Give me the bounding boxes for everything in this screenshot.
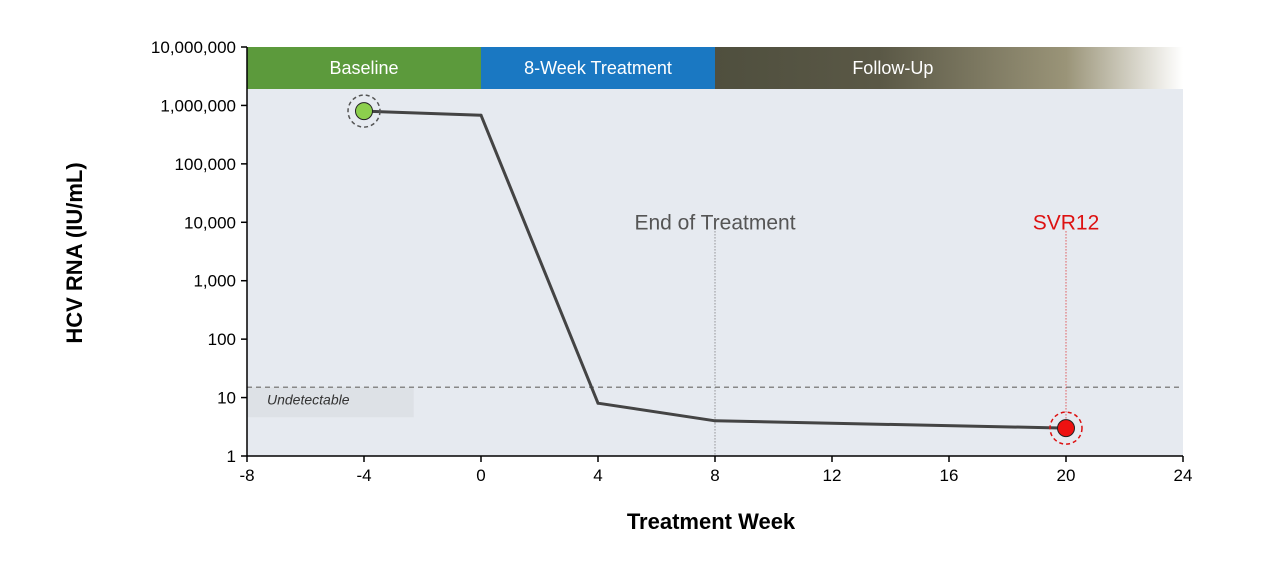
phase-bands: Baseline 8-Week Treatment Follow-Up: [247, 47, 1183, 89]
x-tick-label-7: 20: [1057, 466, 1076, 485]
y-tick-label-1: 10: [217, 389, 236, 408]
data-point-3: [713, 419, 717, 423]
marker-ring-1: [1049, 411, 1083, 445]
end-of-treatment-label: End of Treatment: [634, 211, 795, 234]
x-tick-label-1: -4: [356, 466, 371, 485]
reference-lines: [714, 231, 1067, 456]
x-tick-label-0: -8: [239, 466, 254, 485]
y-axis-title: HCV RNA (IU/mL): [62, 162, 87, 343]
phase-band-2: [715, 47, 1183, 89]
undetectable-zone: Undetectable: [247, 386, 1183, 418]
phase-band-1: [481, 47, 715, 89]
y-tick-label-5: 100,000: [175, 155, 236, 174]
annotation-group: End of Treatment SVR12: [634, 211, 1099, 234]
marker-ring-0: [347, 94, 381, 128]
x-tick-label-2: 0: [476, 466, 485, 485]
y-tick-label-0: 1: [227, 447, 236, 466]
marker-dot-1: [1057, 419, 1075, 438]
x-tick-label-5: 12: [823, 466, 842, 485]
phase-label-2: Follow-Up: [852, 58, 933, 78]
y-tick-label-2: 100: [208, 330, 236, 349]
undetectable-label: Undetectable: [267, 392, 350, 408]
phase-label-0: Baseline: [329, 58, 398, 78]
x-tick-label-3: 4: [593, 466, 602, 485]
marker-group: [347, 94, 1083, 445]
data-point-1: [479, 113, 483, 117]
y-tick-label-3: 1,000: [193, 272, 236, 291]
phase-band-0: [247, 47, 481, 89]
phase-label-1: 8-Week Treatment: [524, 58, 672, 78]
x-tick-label-4: 8: [710, 466, 719, 485]
y-tick-label-6: 1,000,000: [160, 96, 236, 115]
x-tick-label-8: 24: [1174, 466, 1193, 485]
x-axis: -8 -4 0 4 8 12 16 20 24: [239, 455, 1193, 485]
x-tick-label-6: 16: [940, 466, 959, 485]
y-tick-label-4: 10,000: [184, 213, 236, 232]
data-point-2: [596, 401, 600, 405]
marker-dot-0: [355, 102, 373, 121]
y-tick-label-7: 10,000,000: [151, 38, 236, 57]
svr12-label: SVR12: [1033, 211, 1100, 234]
undetectable-box: [247, 387, 414, 418]
y-axis: 1 10 100 1,000 10,000 100,000 1,000,000 10,000,…: [151, 38, 248, 466]
x-axis-title: Treatment Week: [627, 509, 796, 534]
